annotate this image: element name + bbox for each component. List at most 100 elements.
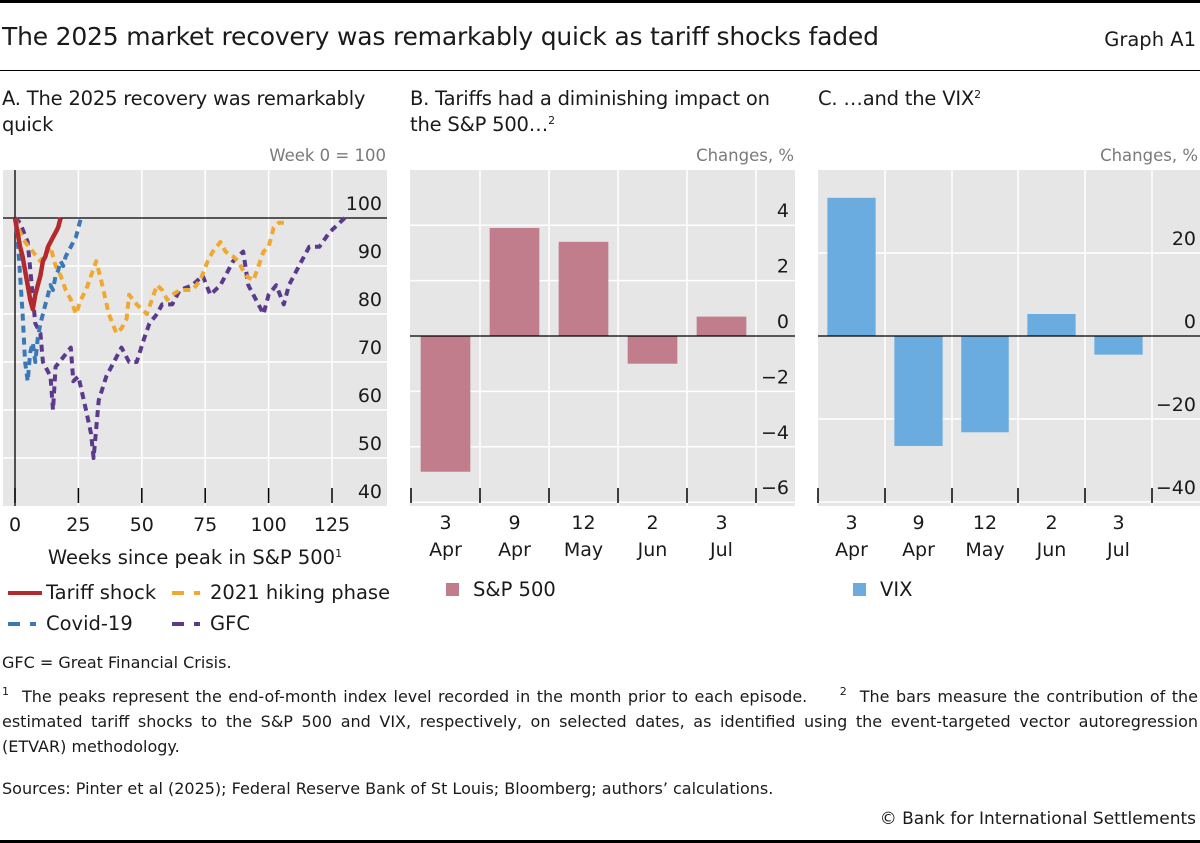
legend-item-tariff-shock: Tariff shock	[8, 581, 156, 604]
top-rule	[0, 0, 1200, 3]
legend-swatch-gfc	[172, 621, 206, 626]
y-tick-label: 20	[1172, 228, 1196, 250]
x-category-day: 9	[912, 512, 924, 534]
legend-swatch-vix	[853, 583, 866, 596]
sources-note: Sources: Pinter et al (2025); Federal Re…	[2, 779, 774, 798]
x-category-month: May	[965, 539, 1004, 561]
panel-b-plot-area	[410, 170, 795, 506]
panel-b-chart: 3 Apr 9 Apr 12 May 2 Jun 3 Jul −6 −4 −2 0 2 4	[410, 170, 795, 561]
x-category-month: May	[564, 539, 603, 561]
legend-label: S&P 500	[473, 578, 556, 601]
y-tick-label: 70	[358, 337, 382, 359]
y-tick-label: −20	[1156, 394, 1196, 416]
footnote-1: The peaks represent the end-of-month ind…	[22, 687, 808, 706]
y-tick-label: 50	[358, 433, 382, 455]
panel-a-xlabel-text: Weeks since peak in S&P 500	[47, 546, 336, 569]
y-tick-label: 2	[777, 256, 789, 278]
legend-label: 2021 hiking phase	[210, 581, 391, 604]
copyright: © Bank for International Settlements	[879, 809, 1196, 829]
legend-item-sp500: S&P 500	[446, 578, 556, 601]
x-category-month: Apr	[429, 539, 462, 561]
panel-b-unit: Changes, %	[696, 146, 794, 165]
bar	[894, 336, 943, 446]
legend-item-hiking-phase: 2021 hiking phase	[172, 581, 390, 604]
bar	[558, 241, 609, 336]
bar	[489, 227, 540, 336]
y-tick-label: −2	[761, 366, 789, 388]
graph-title: The 2025 market recovery was remarkably …	[2, 22, 879, 51]
x-category-day: 12	[571, 512, 595, 534]
legend-swatch-hiking-phase	[172, 590, 206, 595]
y-tick-label: −40	[1156, 477, 1196, 499]
x-category-day: 2	[1045, 512, 1057, 534]
x-category-month: Jul	[1106, 539, 1130, 561]
y-tick-label: 0	[777, 311, 789, 333]
legend-item-vix: VIX	[853, 578, 912, 601]
y-tick-label: −4	[761, 422, 789, 444]
x-category-month: Jun	[637, 539, 668, 561]
legend-swatch-covid-19	[8, 621, 42, 626]
bar	[1094, 336, 1143, 355]
panel-c-title-text: C. …and the VIX	[818, 87, 975, 110]
footnote-1-marker: 1	[2, 685, 9, 698]
series-line-covid-19	[13, 217, 83, 384]
legend-label: Tariff shock	[46, 581, 157, 604]
x-tick-label: 0	[9, 514, 21, 536]
x-tick-label: 125	[314, 514, 350, 536]
abbreviation-note: GFC = Great Financial Crisis.	[2, 653, 232, 672]
x-tick-label: 100	[250, 514, 286, 536]
panel-a-xlabel-sup: 1	[335, 547, 343, 560]
panel-a-title: A. The 2025 recovery was remarkably quic…	[2, 86, 392, 138]
x-category-month: Jun	[1036, 539, 1067, 561]
legend-item-covid-19: Covid-19	[8, 612, 133, 635]
x-category-day: 2	[646, 512, 658, 534]
panel-c-unit: Changes, %	[1100, 146, 1198, 165]
bar	[696, 316, 747, 336]
series-line-gfc	[13, 216, 347, 460]
x-category-day: 12	[973, 512, 997, 534]
legend-item-gfc: GFC	[172, 612, 250, 635]
footnote-2-marker: 2	[839, 685, 847, 698]
x-tick-label: 75	[193, 514, 217, 536]
x-category-day: 3	[1112, 512, 1124, 534]
panel-b-title-text: B. Tariffs had a diminishing impact on t…	[410, 87, 770, 136]
x-category-month: Apr	[498, 539, 531, 561]
y-tick-label: 80	[358, 289, 382, 311]
panel-a-chart: 0 25 50 75 100 125 40 50 60 70 80 90 100	[3, 170, 387, 536]
legend-label: GFC	[210, 612, 250, 635]
panel-c-title: C. …and the VIX2	[818, 86, 1198, 112]
legend-label: VIX	[880, 578, 913, 601]
y-tick-label: 60	[358, 385, 382, 407]
bar	[420, 336, 471, 472]
bar	[961, 336, 1009, 433]
legend-label: Covid-19	[46, 612, 133, 635]
x-tick-label: 25	[66, 514, 90, 536]
legend-swatch-sp500	[446, 583, 459, 596]
bar	[1027, 314, 1076, 336]
x-category-day: 9	[508, 512, 520, 534]
series-line-2021-hiking-phase	[13, 217, 284, 336]
x-category-day: 3	[439, 512, 451, 534]
panel-a-title-text: A. The 2025 recovery was remarkably quic…	[2, 87, 366, 136]
panel-a-plot-area	[3, 170, 387, 506]
bar	[827, 197, 876, 336]
y-tick-label: −6	[761, 477, 789, 499]
panel-b-title-sup: 2	[548, 114, 555, 127]
bottom-rule	[0, 840, 1200, 843]
y-tick-label: 90	[358, 241, 382, 263]
legend-swatch-tariff-shock	[8, 590, 42, 595]
panel-a-unit: Week 0 = 100	[269, 146, 386, 165]
x-category-month: Apr	[902, 539, 935, 561]
y-tick-label: 40	[358, 481, 382, 503]
bar	[627, 336, 678, 364]
panel-b-title: B. Tariffs had a diminishing impact on t…	[410, 86, 800, 138]
panel-c-chart: 3 Apr 9 Apr 12 May 2 Jun 3 Jul −40 −20 0 20	[817, 170, 1200, 561]
y-tick-label: 100	[346, 193, 382, 215]
x-category-day: 3	[715, 512, 727, 534]
x-category-month: Apr	[835, 539, 868, 561]
footnote-2: The bars measure the contribution of the…	[2, 687, 1199, 756]
x-category-month: Jul	[709, 539, 733, 561]
graph-id: Graph A1	[1104, 28, 1196, 51]
y-tick-label: 4	[777, 200, 789, 222]
